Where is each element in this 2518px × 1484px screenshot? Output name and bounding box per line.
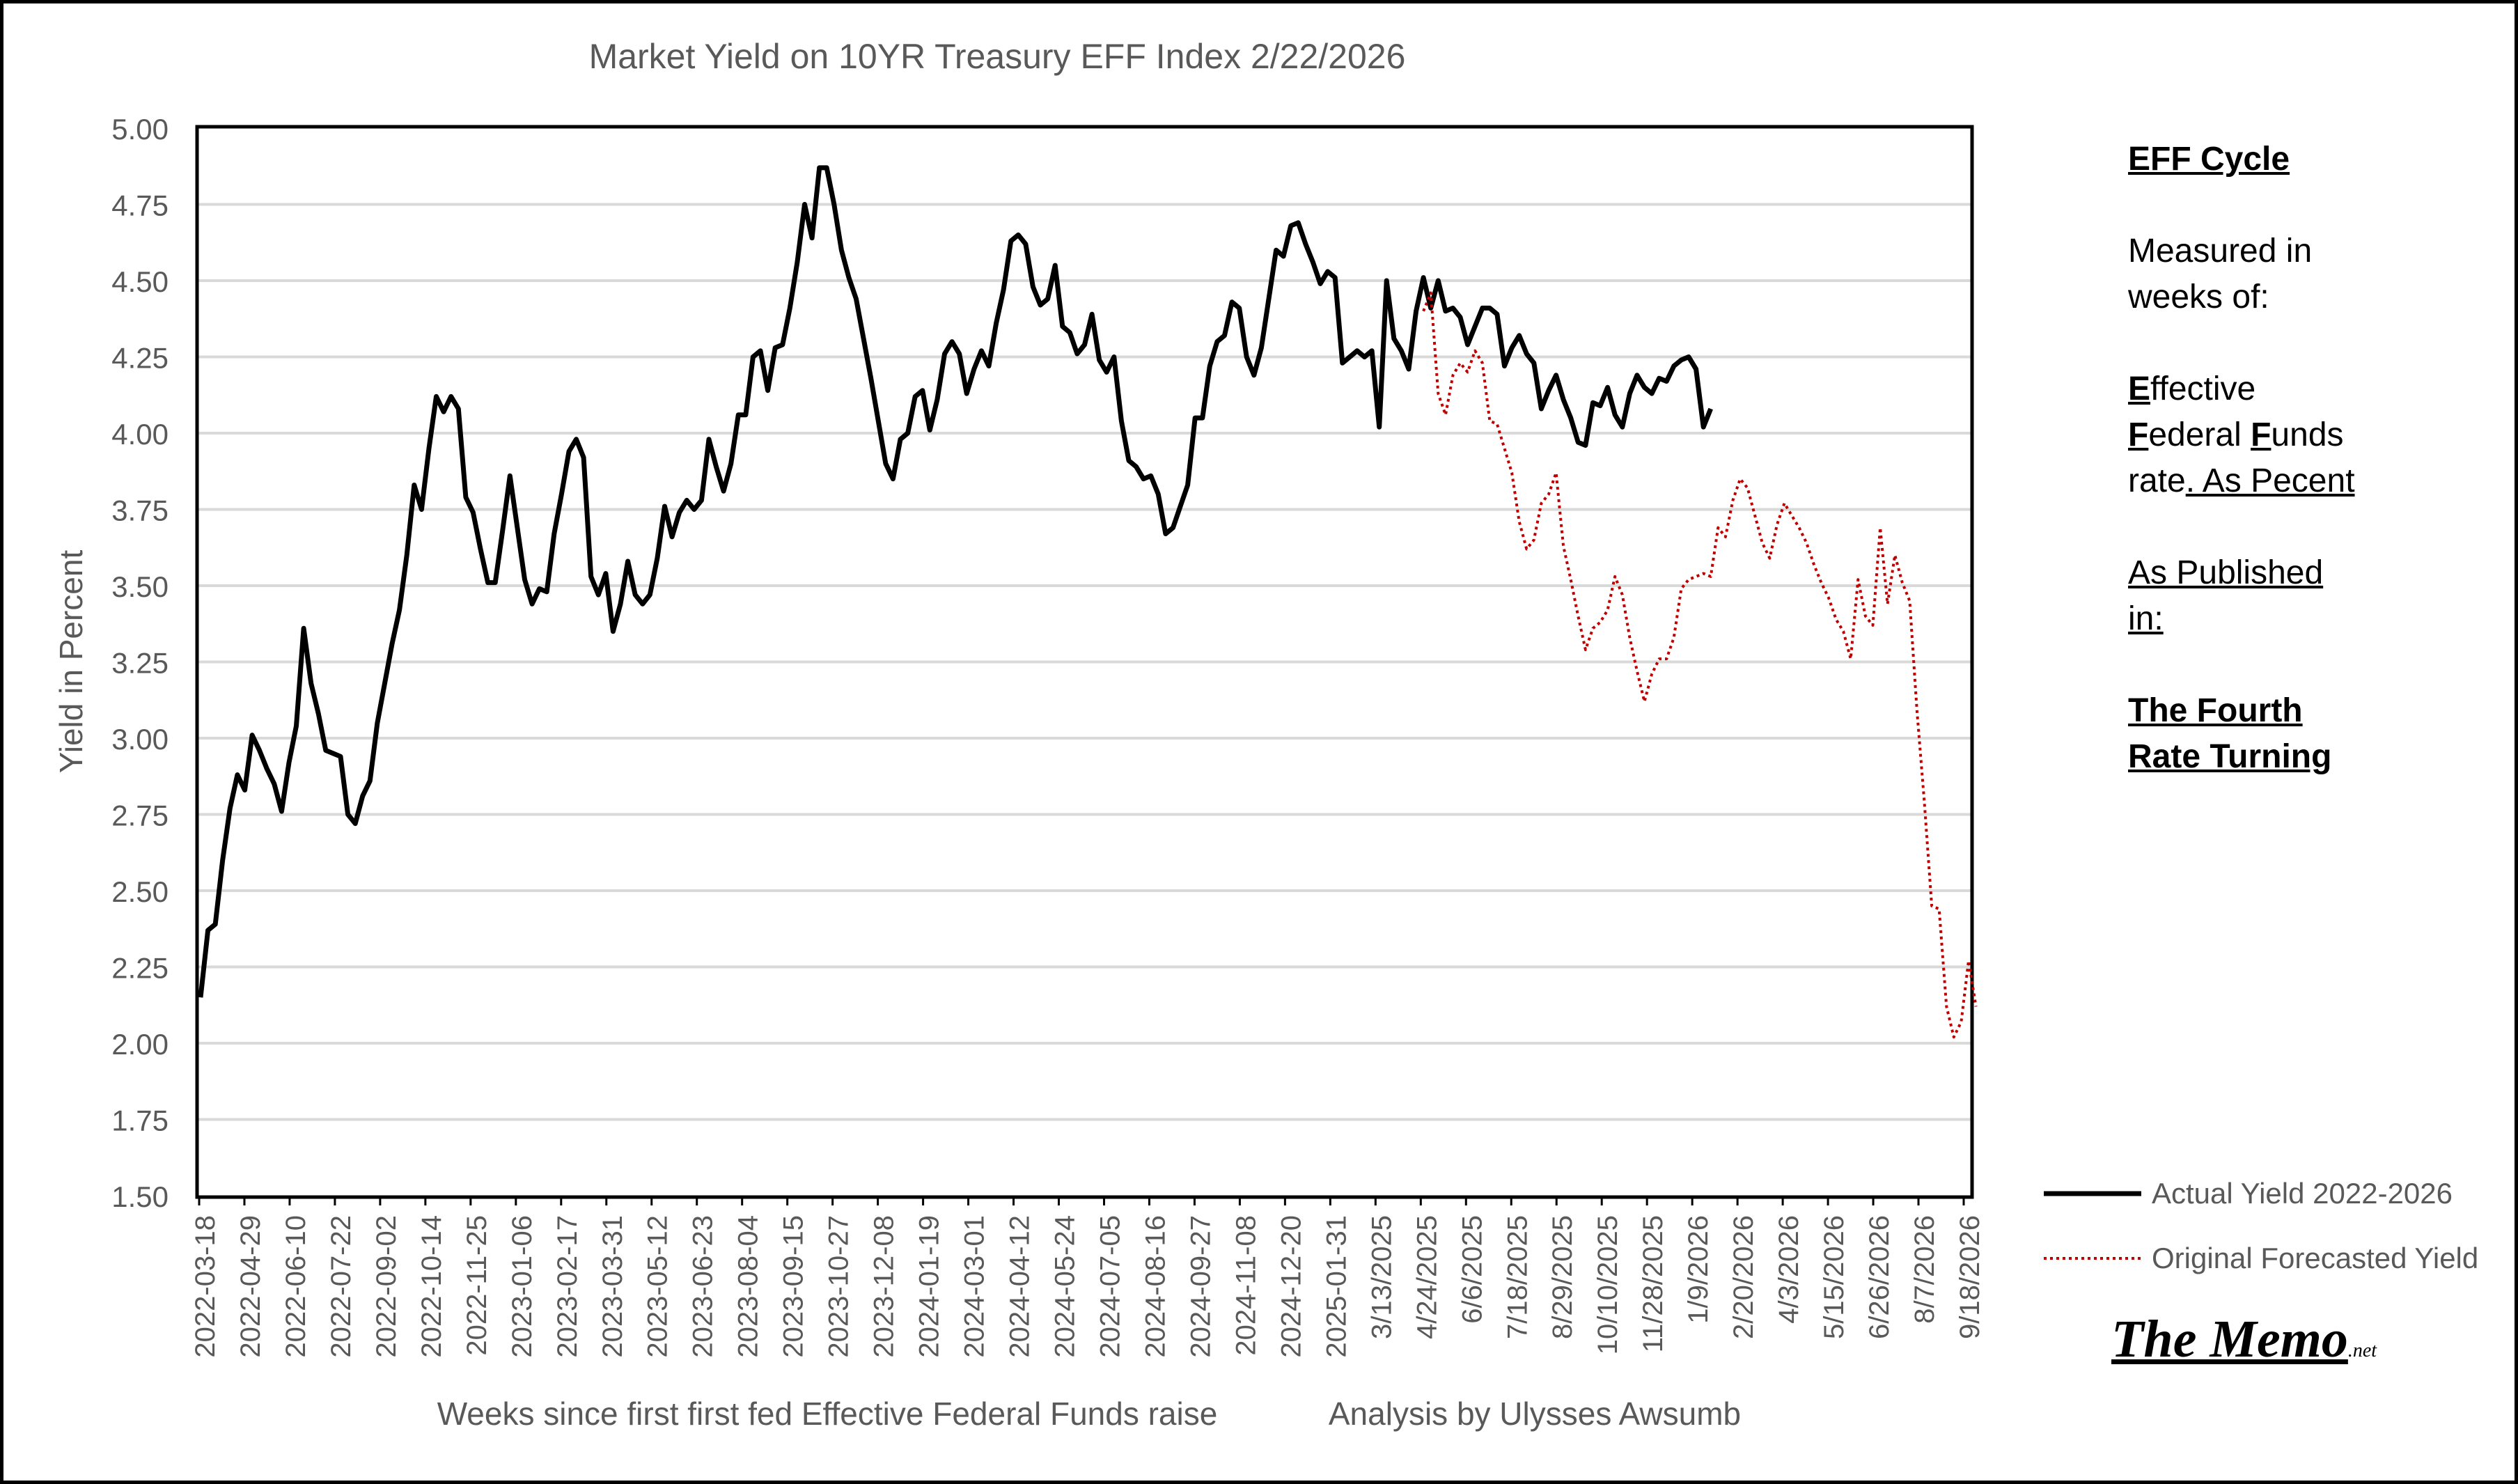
x-tick-label: 2023-01-06 [507, 1215, 538, 1358]
x-tick-label: 2025-01-31 [1321, 1215, 1352, 1358]
eff-cycle-note: EFF Cycle Measured in weeks of: Effectiv… [2128, 136, 2355, 780]
federal-funds-line: Federal Funds [2128, 416, 2344, 453]
x-axis-ticks: 2022-03-18 2022-04-29 2022-06-10 2022-07-22… [190, 1197, 1985, 1358]
x-tick-label: 2022-10-14 [416, 1215, 447, 1358]
series-actual-yield-line [198, 165, 1713, 998]
x-tick-label: 8/7/2026 [1909, 1215, 1940, 1324]
y-tick-label: 2.50 [111, 875, 169, 908]
book-title-line-1: The Fourth [2128, 692, 2303, 729]
x-tick-label: 3/13/2025 [1366, 1215, 1397, 1339]
x-tick-label: 2023-02-17 [552, 1215, 583, 1358]
x-tick-label: 2023-08-04 [733, 1215, 764, 1358]
x-tick-label: 2024-05-24 [1050, 1215, 1081, 1358]
x-tick-label: 2023-03-31 [597, 1215, 628, 1358]
y-tick-label: 4.25 [111, 342, 169, 375]
y-tick-label: 4.75 [111, 189, 169, 222]
x-tick-label: 4/24/2025 [1412, 1215, 1442, 1339]
x-tick-label: 2024-11-08 [1230, 1215, 1261, 1356]
x-tick-label: 2023-05-12 [643, 1215, 673, 1358]
x-tick-label: 2022-11-25 [462, 1215, 492, 1356]
legend: Actual Yield 2022-2026 Original Forecast… [2044, 1177, 2478, 1274]
x-tick-label: 2024-03-01 [960, 1215, 990, 1358]
x-tick-label: 2022-09-02 [371, 1215, 402, 1358]
x-axis-title: Weeks since first first fed Effective Fe… [437, 1396, 1218, 1432]
x-tick-label: 2023-06-23 [688, 1215, 719, 1358]
y-tick-label: 1.50 [111, 1180, 169, 1213]
legend-label-forecast: Original Forecasted Yield [2152, 1242, 2478, 1274]
logo-suffix-text: .net [2347, 1340, 2377, 1361]
x-tick-label: 9/18/2026 [1955, 1215, 1985, 1339]
y-tick-label: 2.00 [111, 1028, 169, 1061]
x-tick-label: 11/28/2025 [1638, 1215, 1668, 1352]
x-tick-label: 6/26/2026 [1864, 1215, 1895, 1339]
x-tick-label: 8/29/2025 [1547, 1215, 1578, 1339]
x-tick-label: 2022-07-22 [326, 1215, 357, 1358]
y-tick-label: 2.25 [111, 952, 169, 985]
y-tick-label: 5.00 [111, 113, 169, 146]
y-tick-label: 3.50 [111, 570, 169, 603]
gridlines [198, 203, 1971, 1121]
logo-main-text: The Memo [2111, 1310, 2348, 1368]
measured-line-1: Measured in [2128, 233, 2313, 270]
y-tick-label: 4.50 [111, 265, 169, 298]
x-tick-label: 2/20/2026 [1728, 1215, 1759, 1339]
y-axis-title: Yield in Percent [53, 550, 89, 774]
x-tick-label: 2022-03-18 [190, 1215, 221, 1358]
x-tick-label: 2024-04-12 [1005, 1215, 1035, 1358]
x-tick-label: 10/10/2025 [1593, 1215, 1623, 1354]
chart-title: Market Yield on 10YR Treasury EFF Index … [589, 37, 1406, 76]
x-tick-label: 2024-12-20 [1276, 1215, 1306, 1358]
x-tick-label: 2022-04-29 [235, 1215, 266, 1358]
x-tick-label: 2024-09-27 [1185, 1215, 1216, 1358]
y-tick-label: 3.00 [111, 723, 169, 756]
y-tick-label: 1.75 [111, 1104, 169, 1137]
x-tick-label: 1/9/2026 [1683, 1215, 1714, 1324]
x-tick-label: 2023-12-08 [869, 1215, 900, 1358]
eff-cycle-heading: EFF Cycle [2128, 141, 2290, 178]
series-layer [198, 165, 1978, 1039]
x-tick-label: 2023-10-27 [824, 1215, 854, 1358]
y-tick-label: 3.25 [111, 647, 169, 680]
x-tick-label: 6/6/2025 [1457, 1215, 1487, 1324]
y-tick-label: 3.75 [111, 494, 169, 527]
x-tick-label: 5/15/2026 [1819, 1215, 1850, 1339]
published-line-1: As Published [2128, 554, 2324, 591]
legend-label-actual: Actual Yield 2022-2026 [2152, 1177, 2453, 1210]
published-line-2: in: [2128, 600, 2164, 637]
y-tick-label: 2.75 [111, 799, 169, 832]
effective-line: Effective [2128, 370, 2256, 407]
x-tick-label: 2024-07-05 [1095, 1215, 1125, 1358]
the-memo-logo: The Memo.net [2111, 1309, 2377, 1370]
y-axis-ticks: 1.50 1.75 2.00 2.25 2.50 2.75 3.00 3.25 3.50 3.75… [111, 113, 169, 1213]
rate-line: rate. As Pecent [2128, 462, 2355, 499]
x-tick-label: 2023-09-15 [779, 1215, 809, 1358]
plot-area-border [195, 125, 1974, 1199]
book-title-line-2: Rate Turning [2128, 738, 2332, 775]
x-tick-label: 4/3/2026 [1774, 1215, 1804, 1324]
x-tick-label: 2022-06-10 [281, 1215, 311, 1358]
y-tick-label: 4.00 [111, 418, 169, 451]
x-tick-label: 7/18/2025 [1502, 1215, 1533, 1339]
x-tick-label: 2024-01-19 [914, 1215, 945, 1358]
analysis-credit: Analysis by Ulysses Awsumb [1329, 1396, 1741, 1432]
x-tick-label: 2024-08-16 [1140, 1215, 1171, 1358]
measured-line-2: weeks of: [2128, 279, 2269, 315]
